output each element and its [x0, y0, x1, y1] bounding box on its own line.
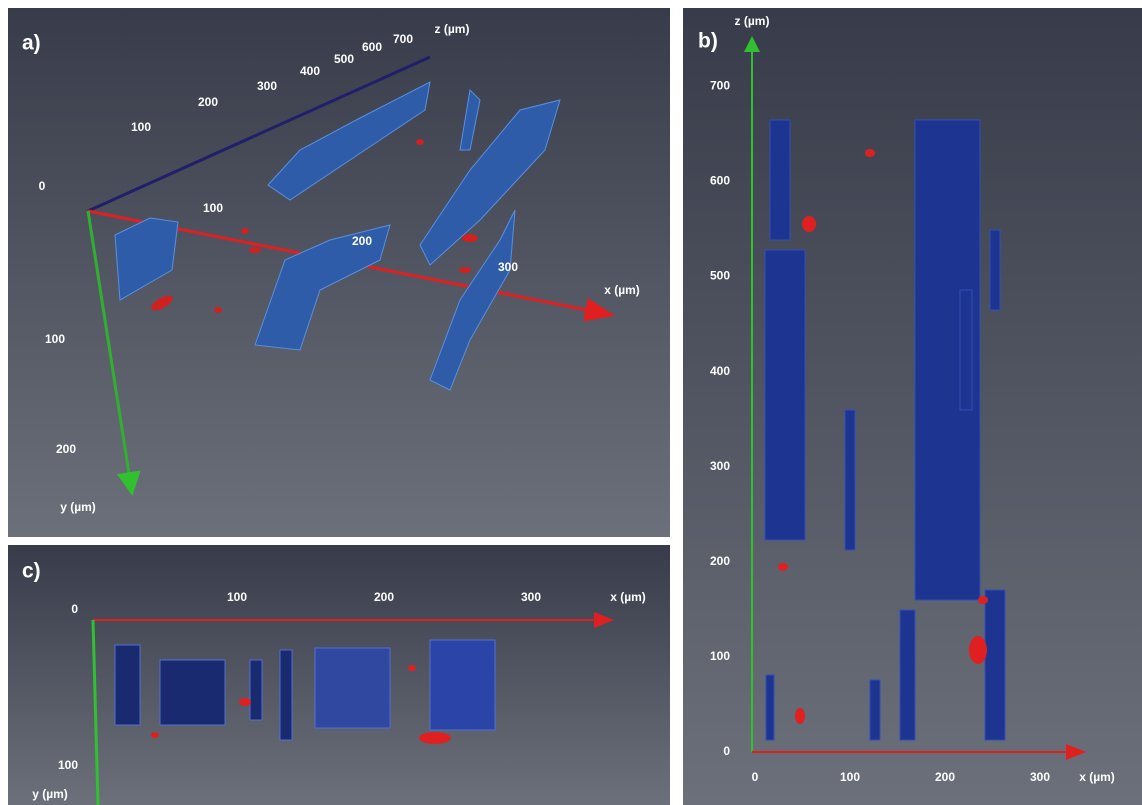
z-tick-label: 600	[710, 174, 730, 188]
x-tick-label: 300	[1030, 770, 1050, 784]
z-tick-label: 200	[198, 95, 218, 109]
z-tick-label: 500	[710, 269, 730, 283]
y-tick-label: 200	[56, 442, 76, 456]
y-axis-label: y (µm)	[60, 500, 96, 514]
z-tick-label: 100	[710, 649, 730, 663]
x-tick-label: 100	[840, 770, 860, 784]
z-tick-label: 500	[334, 52, 354, 66]
z-axis-label: z (µm)	[435, 22, 470, 36]
z-tick-label: 0	[723, 744, 730, 758]
panel-label: b)	[698, 30, 718, 53]
y-tick-label: 100	[45, 332, 65, 346]
x-tick-label: 300	[521, 590, 541, 604]
z-tick-label: 200	[710, 554, 730, 568]
z-tick-label: 100	[131, 120, 151, 134]
z-tick-label: 400	[710, 364, 730, 378]
x-axis-label: x (µm)	[1079, 770, 1115, 784]
x-axis-label: x (µm)	[610, 590, 646, 604]
y-axis-label: y (µm)	[32, 787, 68, 801]
figure: a) b) c) 0 100 200 300 400 500 600 700 z (µm) 100 200…	[0, 0, 1142, 805]
x-tick-label: 0	[752, 770, 759, 784]
z-tick-label: 700	[710, 78, 730, 92]
z-tick-label: 300	[257, 79, 277, 93]
x-tick-label: 200	[374, 590, 394, 604]
panel-label: a)	[22, 32, 41, 55]
z-tick-label: 400	[300, 64, 320, 78]
panel-label: c)	[22, 560, 41, 583]
x-tick-label: 100	[203, 201, 223, 215]
z-tick-label: 700	[393, 32, 413, 46]
x-axis-label: x (µm)	[604, 283, 640, 297]
z-axis-label: z (µm)	[735, 14, 770, 28]
x-tick-label: 200	[935, 770, 955, 784]
z-tick-label: 600	[362, 40, 382, 54]
y-tick-label: 0	[71, 602, 78, 616]
x-tick-label: 100	[227, 590, 247, 604]
z-tick-label: 0	[39, 179, 46, 193]
x-tick-label: 200	[352, 234, 372, 248]
x-tick-label: 300	[498, 260, 518, 274]
z-tick-label: 300	[710, 459, 730, 473]
y-tick-label: 100	[58, 758, 78, 772]
